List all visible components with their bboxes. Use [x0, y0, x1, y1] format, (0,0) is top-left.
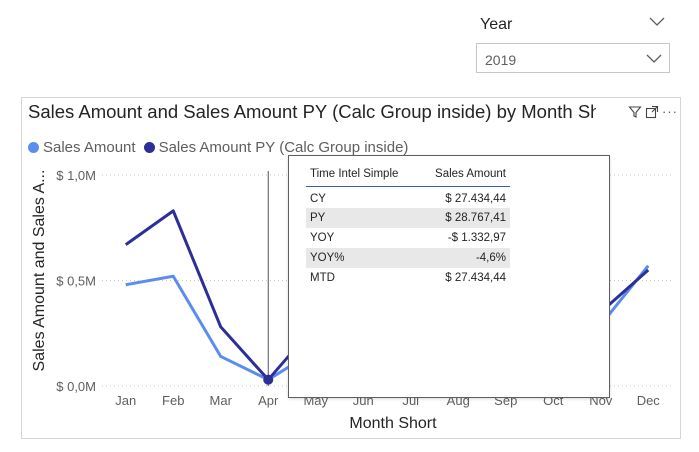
- tooltip-header-value: Sales Amount: [418, 166, 510, 187]
- tooltip-row-label: YOY: [310, 232, 335, 244]
- y-tick-label: $ 1,0M: [56, 168, 96, 183]
- tooltip-row-label: MTD: [310, 272, 335, 284]
- chart-tooltip: Time Intel Simple Sales Amount CY $ 27.4…: [288, 155, 610, 398]
- legend-item-sales-amount[interactable]: Sales Amount: [28, 139, 136, 156]
- tooltip-row-label: YOY%: [306, 248, 419, 268]
- slicer-header[interactable]: Year: [476, 10, 670, 40]
- legend-label: Sales Amount: [43, 138, 136, 156]
- year-dropdown-value: 2019: [485, 52, 517, 68]
- legend-label: Sales Amount PY (Calc Group inside): [158, 138, 409, 156]
- tooltip-row: YOY -$ 1.332,97: [306, 228, 510, 248]
- visual-header-icons: ···: [628, 103, 678, 121]
- tooltip-row-value: -$ 1.332,97: [447, 232, 506, 244]
- tooltip-row-label: CY: [310, 193, 326, 205]
- x-tick-label: Apr: [258, 393, 279, 408]
- tooltip-table: Time Intel Simple Sales Amount CY $ 27.4…: [306, 166, 510, 288]
- legend-dot: [28, 141, 39, 153]
- y-tick-label: $ 0,0M: [56, 379, 96, 394]
- tooltip-row-value: $ 27.434,44: [445, 272, 506, 284]
- legend-dot: [143, 141, 155, 153]
- x-tick-label: Jan: [115, 393, 136, 408]
- visual-title: Sales Amount and Sales Amount PY (Calc G…: [28, 101, 596, 122]
- year-dropdown[interactable]: 2019: [476, 43, 670, 73]
- x-tick-label: Mar: [210, 393, 233, 408]
- hover-point: [263, 374, 274, 385]
- x-axis-title: Month Short: [349, 415, 437, 432]
- y-tick-label: $ 0,5M: [56, 274, 96, 289]
- year-slicer[interactable]: Year 2019: [476, 10, 670, 73]
- chevron-down-icon[interactable]: [645, 52, 663, 66]
- more-options-icon[interactable]: ···: [662, 104, 678, 119]
- tooltip-row-value: -4,6%: [418, 248, 510, 268]
- chevron-down-icon[interactable]: [648, 15, 666, 29]
- tooltip-row: CY $ 27.434,44: [306, 187, 510, 209]
- tooltip-row-value: $ 27.434,44: [445, 193, 506, 205]
- y-axis-title: Sales Amount and Sales A...: [31, 170, 48, 372]
- tooltip-row-label: PY: [306, 208, 419, 228]
- legend-item-sales-amount-py[interactable]: Sales Amount PY (Calc Group inside): [143, 138, 409, 156]
- tooltip-header-label: Time Intel Simple: [306, 166, 419, 187]
- x-tick-label: Feb: [162, 393, 184, 408]
- chart-legend: Sales Amount Sales Amount PY (Calc Group…: [28, 138, 416, 156]
- x-tick-label: Dec: [637, 393, 661, 408]
- tooltip-row: YOY% -4,6%: [306, 248, 510, 268]
- slicer-title: Year: [480, 16, 513, 33]
- tooltip-row: PY $ 28.767,41: [306, 208, 510, 228]
- filter-icon[interactable]: [628, 105, 642, 119]
- focus-mode-icon[interactable]: [645, 105, 659, 119]
- tooltip-row-value: $ 28.767,41: [418, 208, 510, 228]
- tooltip-row: MTD $ 27.434,44: [306, 268, 510, 288]
